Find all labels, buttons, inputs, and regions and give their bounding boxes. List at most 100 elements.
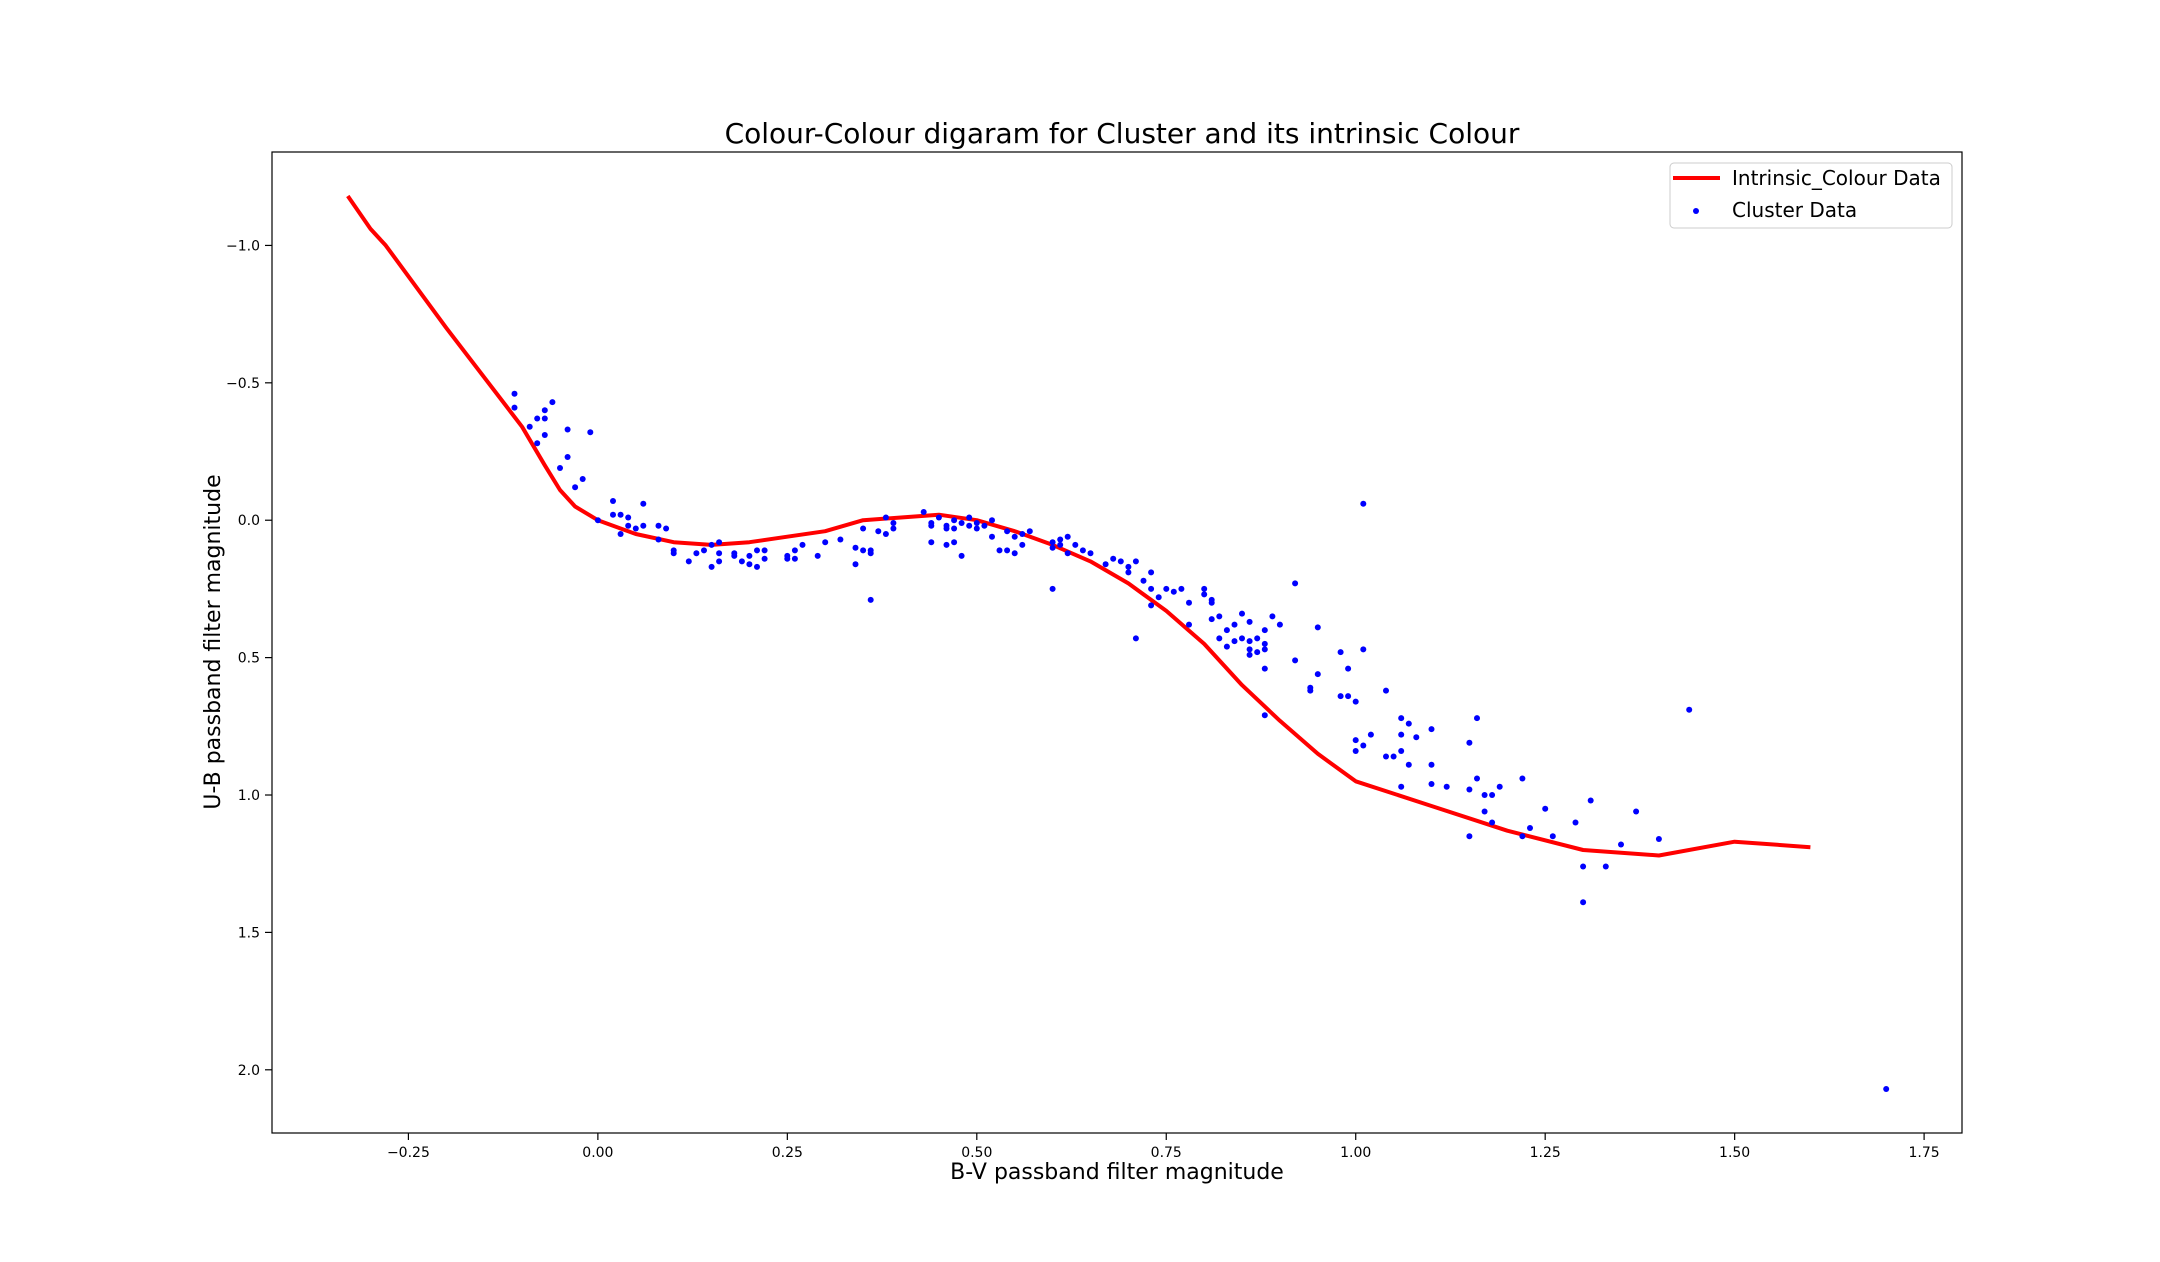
cluster-data-point bbox=[860, 547, 867, 554]
cluster-data-point bbox=[784, 555, 791, 562]
cluster-data-point bbox=[1261, 712, 1268, 719]
cluster-data-point bbox=[1102, 561, 1109, 568]
cluster-data-point bbox=[1602, 863, 1609, 870]
cluster-data-point bbox=[867, 550, 874, 557]
cluster-data-point bbox=[882, 531, 889, 537]
cluster-data-point bbox=[996, 547, 1003, 554]
cluster-data-point bbox=[951, 539, 958, 546]
cluster-data-point bbox=[1352, 737, 1359, 744]
cluster-data-point bbox=[1186, 599, 1192, 606]
cluster-data-point bbox=[1170, 588, 1177, 595]
cluster-data-point bbox=[1398, 731, 1405, 738]
cluster-data-point bbox=[791, 547, 798, 554]
cluster-data-point bbox=[1428, 781, 1435, 787]
cluster-data-point bbox=[920, 509, 927, 515]
cluster-data-point bbox=[1004, 547, 1011, 554]
cluster-data-point bbox=[1223, 627, 1230, 634]
cluster-data-point bbox=[791, 555, 798, 562]
cluster-data-point bbox=[867, 596, 874, 603]
cluster-data-point bbox=[1163, 585, 1170, 592]
cluster-data-point bbox=[1223, 643, 1230, 650]
cluster-data-point bbox=[1587, 797, 1594, 804]
cluster-data-point bbox=[564, 426, 571, 433]
cluster-data-point bbox=[746, 552, 753, 559]
x-tick-label: 1.25 bbox=[1530, 1145, 1561, 1161]
cluster-data-point bbox=[1064, 550, 1071, 557]
cluster-data-point bbox=[1079, 547, 1086, 554]
cluster-data-point bbox=[1117, 558, 1124, 565]
cluster-data-point bbox=[951, 517, 958, 524]
cluster-data-point bbox=[617, 511, 624, 518]
cluster-data-point bbox=[1405, 761, 1412, 768]
cluster-data-point bbox=[1428, 726, 1435, 733]
cluster-data-point bbox=[1519, 775, 1526, 782]
cluster-data-point bbox=[1314, 624, 1321, 631]
cluster-data-point bbox=[632, 525, 639, 532]
cluster-data-point bbox=[1026, 528, 1033, 535]
cluster-data-point bbox=[1011, 533, 1018, 540]
cluster-data-point bbox=[754, 547, 760, 554]
cluster-data-point bbox=[875, 528, 882, 535]
legend-box bbox=[1669, 162, 1953, 229]
legend-scatter-swatch bbox=[1693, 208, 1699, 214]
cluster-scatter-layer bbox=[511, 390, 1890, 1092]
cluster-data-point bbox=[1057, 541, 1064, 548]
cluster-data-point bbox=[670, 550, 677, 557]
cluster-data-point bbox=[1390, 753, 1397, 760]
cluster-data-point bbox=[1633, 808, 1640, 815]
cluster-data-point bbox=[1011, 550, 1018, 557]
plot-area bbox=[346, 194, 1890, 1092]
cluster-data-point bbox=[1246, 638, 1253, 645]
cluster-data-point bbox=[1178, 585, 1185, 592]
cluster-data-point bbox=[1019, 531, 1026, 537]
cluster-data-point bbox=[731, 552, 738, 559]
y-tick-label: −0.5 bbox=[226, 376, 260, 392]
x-axis-ticks: −0.25 0.00 0.25 0.50 0.75 1.00 1.25 1.50 1.75 bbox=[387, 1133, 1940, 1161]
y-tick-label: 1.5 bbox=[238, 925, 260, 941]
cluster-data-point bbox=[1132, 635, 1139, 642]
cluster-data-point bbox=[693, 550, 700, 557]
cluster-data-point bbox=[1246, 651, 1253, 658]
cluster-data-point bbox=[966, 514, 973, 521]
cluster-data-point bbox=[1208, 599, 1215, 606]
cluster-data-point bbox=[746, 561, 753, 568]
cluster-data-point bbox=[708, 563, 715, 570]
cluster-data-point bbox=[852, 561, 859, 568]
cluster-data-point bbox=[1398, 715, 1405, 722]
legend-label-intrinsic: Intrinsic_Colour Data bbox=[1732, 166, 1941, 190]
cluster-data-point bbox=[1261, 646, 1268, 653]
cluster-data-point bbox=[1269, 613, 1276, 620]
cluster-data-point bbox=[1655, 836, 1662, 842]
cluster-data-point bbox=[1261, 627, 1268, 634]
y-axis-ticks: −1.0 −0.5 0.0 0.5 1.0 1.5 2.0 bbox=[226, 238, 272, 1079]
cluster-data-point bbox=[1618, 841, 1624, 848]
cluster-data-point bbox=[837, 536, 844, 543]
cluster-data-point bbox=[1496, 783, 1503, 790]
cluster-data-point bbox=[852, 544, 859, 551]
cluster-data-point bbox=[1148, 602, 1155, 609]
cluster-data-point bbox=[1087, 550, 1094, 557]
cluster-data-point bbox=[564, 454, 571, 460]
y-tick-label: 0.0 bbox=[238, 513, 260, 529]
cluster-data-point bbox=[1292, 580, 1299, 587]
cluster-data-point bbox=[1360, 500, 1367, 507]
cluster-data-point bbox=[640, 522, 647, 529]
cluster-data-point bbox=[1110, 555, 1117, 562]
y-tick-label: 1.0 bbox=[238, 788, 260, 804]
cluster-data-point bbox=[1345, 693, 1352, 700]
cluster-data-point bbox=[1239, 610, 1245, 617]
cluster-data-point bbox=[1883, 1086, 1890, 1092]
cluster-data-point bbox=[541, 432, 548, 438]
cluster-data-point bbox=[511, 404, 518, 411]
cluster-data-point bbox=[1132, 558, 1139, 565]
cluster-data-point bbox=[1201, 591, 1208, 598]
plot-frame bbox=[271, 151, 1963, 1134]
cluster-data-point bbox=[701, 547, 707, 554]
cluster-data-point bbox=[1405, 720, 1412, 727]
cluster-data-point bbox=[1337, 649, 1344, 656]
cluster-data-point bbox=[799, 541, 806, 548]
cluster-data-point bbox=[1004, 528, 1011, 535]
cluster-data-point bbox=[625, 522, 632, 529]
cluster-data-point bbox=[716, 558, 723, 565]
